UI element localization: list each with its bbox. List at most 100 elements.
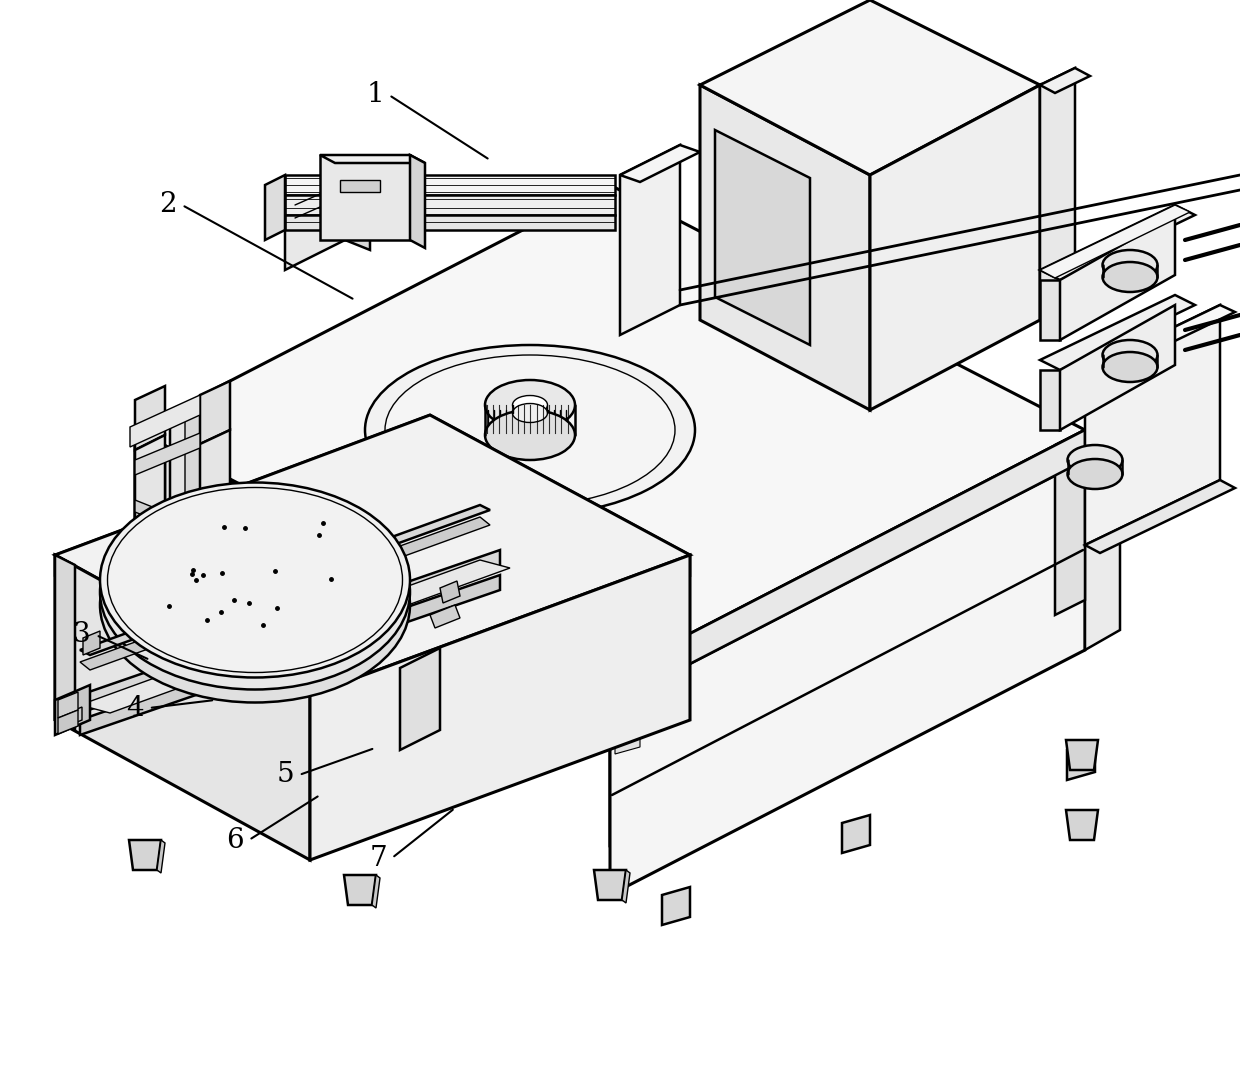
Polygon shape — [430, 604, 460, 628]
Polygon shape — [200, 430, 229, 609]
Polygon shape — [200, 381, 229, 444]
Polygon shape — [1066, 810, 1097, 841]
Polygon shape — [130, 395, 200, 447]
Polygon shape — [1040, 295, 1195, 370]
Ellipse shape — [108, 487, 403, 673]
Ellipse shape — [485, 380, 575, 430]
Polygon shape — [715, 130, 810, 345]
Polygon shape — [610, 430, 1085, 705]
Polygon shape — [1066, 742, 1095, 780]
Polygon shape — [1085, 480, 1235, 553]
Text: 1: 1 — [366, 81, 384, 109]
Polygon shape — [129, 841, 161, 870]
Polygon shape — [1060, 215, 1176, 340]
Polygon shape — [55, 555, 310, 860]
Polygon shape — [615, 653, 640, 674]
Ellipse shape — [384, 355, 675, 505]
Polygon shape — [1040, 205, 1190, 278]
Polygon shape — [615, 733, 640, 754]
Polygon shape — [285, 215, 615, 230]
Ellipse shape — [1068, 459, 1122, 489]
Polygon shape — [430, 575, 460, 760]
Text: 2: 2 — [159, 191, 177, 219]
Text: 4: 4 — [126, 694, 144, 722]
Polygon shape — [285, 195, 615, 215]
Text: 3: 3 — [73, 622, 91, 648]
Polygon shape — [1040, 68, 1075, 320]
Polygon shape — [83, 631, 100, 655]
Ellipse shape — [512, 395, 548, 414]
Text: 5: 5 — [277, 761, 294, 788]
Polygon shape — [310, 555, 689, 860]
Ellipse shape — [1102, 340, 1157, 370]
Ellipse shape — [485, 410, 575, 460]
Polygon shape — [615, 633, 640, 654]
Polygon shape — [265, 175, 285, 240]
Text: 7: 7 — [370, 845, 387, 871]
Polygon shape — [1040, 205, 1195, 280]
Polygon shape — [870, 85, 1040, 410]
Polygon shape — [662, 888, 689, 925]
Polygon shape — [157, 841, 165, 873]
Polygon shape — [135, 433, 200, 475]
Polygon shape — [615, 693, 640, 714]
Polygon shape — [401, 648, 440, 750]
Polygon shape — [1085, 305, 1220, 545]
Ellipse shape — [100, 494, 410, 690]
Polygon shape — [345, 170, 370, 250]
Polygon shape — [445, 575, 460, 752]
Polygon shape — [343, 875, 376, 905]
Polygon shape — [81, 517, 490, 670]
Polygon shape — [58, 692, 78, 718]
Ellipse shape — [1068, 445, 1122, 475]
Text: 6: 6 — [226, 827, 244, 853]
Polygon shape — [440, 581, 460, 603]
Ellipse shape — [365, 345, 694, 515]
Polygon shape — [615, 613, 640, 634]
Polygon shape — [615, 593, 640, 614]
Polygon shape — [55, 685, 91, 735]
Polygon shape — [135, 430, 165, 615]
Polygon shape — [701, 85, 870, 410]
Polygon shape — [135, 600, 165, 640]
Polygon shape — [135, 185, 1085, 675]
Polygon shape — [1040, 68, 1090, 93]
Polygon shape — [372, 875, 379, 908]
Polygon shape — [410, 155, 425, 248]
Ellipse shape — [1102, 250, 1157, 280]
Polygon shape — [81, 550, 500, 713]
Polygon shape — [615, 673, 640, 694]
Polygon shape — [842, 815, 870, 853]
Polygon shape — [1066, 740, 1097, 770]
Polygon shape — [285, 170, 370, 213]
Polygon shape — [610, 430, 1085, 845]
Polygon shape — [594, 870, 626, 900]
Polygon shape — [185, 410, 200, 588]
Polygon shape — [701, 0, 1040, 175]
Ellipse shape — [512, 404, 548, 423]
Polygon shape — [320, 155, 425, 163]
Polygon shape — [135, 520, 310, 608]
Polygon shape — [1060, 305, 1176, 430]
Ellipse shape — [100, 507, 410, 703]
Polygon shape — [170, 410, 200, 595]
Polygon shape — [125, 600, 165, 640]
Ellipse shape — [1102, 262, 1157, 292]
Polygon shape — [81, 505, 490, 655]
Polygon shape — [285, 170, 345, 270]
Polygon shape — [615, 713, 640, 734]
Polygon shape — [620, 145, 701, 182]
Polygon shape — [135, 386, 165, 450]
Polygon shape — [285, 175, 615, 195]
Polygon shape — [620, 145, 680, 335]
Polygon shape — [58, 710, 78, 734]
Polygon shape — [1085, 305, 1235, 377]
Polygon shape — [55, 555, 74, 731]
Polygon shape — [615, 574, 640, 594]
Polygon shape — [135, 435, 165, 615]
Polygon shape — [55, 415, 689, 695]
Polygon shape — [81, 560, 510, 713]
Polygon shape — [610, 460, 1085, 895]
Polygon shape — [1040, 370, 1060, 430]
Polygon shape — [135, 500, 155, 520]
